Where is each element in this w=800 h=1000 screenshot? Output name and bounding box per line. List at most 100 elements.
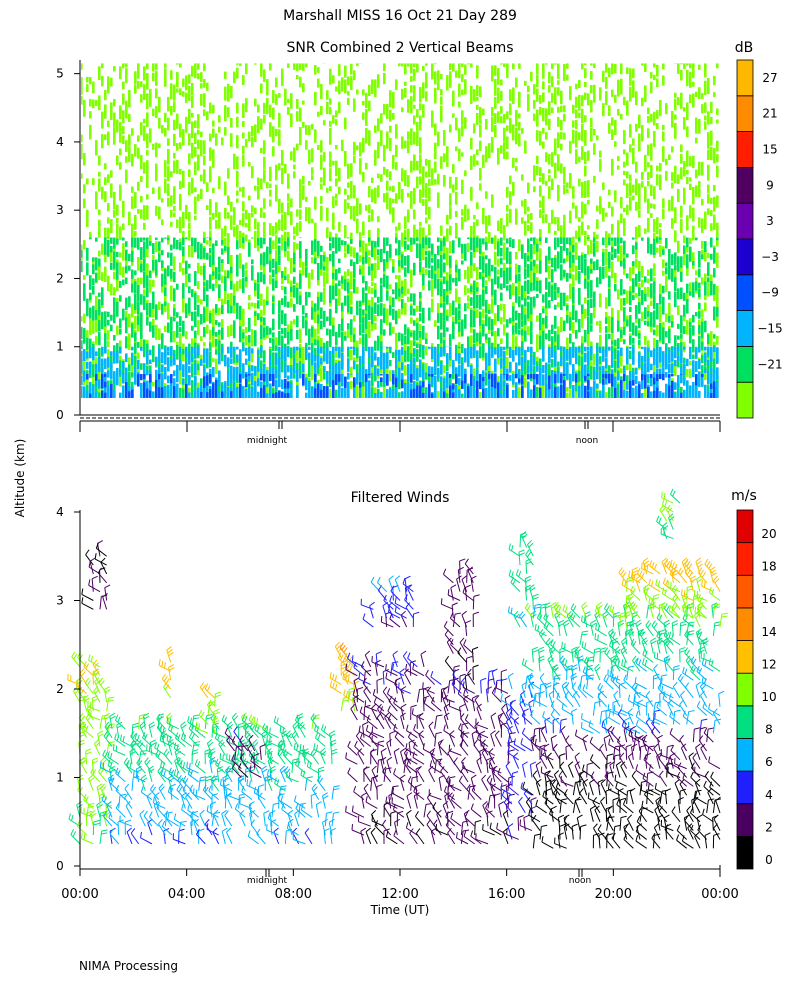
snr-cell — [476, 350, 479, 367]
snr-cell — [452, 90, 455, 107]
snr-cell — [101, 352, 104, 357]
snr-cell — [188, 273, 191, 283]
wind-barb — [221, 809, 227, 827]
snr-cell — [683, 346, 686, 350]
snr-cell — [398, 349, 401, 362]
snr-cell — [692, 252, 695, 269]
wind-barb — [102, 593, 108, 610]
wind-barb — [286, 822, 299, 836]
snr-cell — [158, 387, 161, 398]
snr-cell — [431, 298, 434, 313]
snr-cell — [509, 208, 512, 223]
snr-cell — [188, 366, 191, 373]
snr-cell — [548, 85, 551, 93]
snr-cell — [338, 258, 341, 263]
snr-cell — [365, 92, 368, 109]
snr-cell — [452, 321, 455, 340]
snr-cell — [185, 383, 188, 398]
snr-cell — [419, 168, 422, 174]
snr-cell — [578, 287, 581, 305]
snr-cell — [509, 374, 512, 381]
snr-cell — [107, 76, 110, 94]
snr-cell — [581, 304, 584, 314]
snr-cell — [98, 292, 101, 297]
snr-cell — [563, 269, 566, 277]
snr-cell — [275, 184, 278, 202]
snr-cell — [674, 335, 677, 347]
snr-cell — [368, 250, 371, 256]
snr-cell — [578, 355, 581, 366]
snr-cell — [704, 294, 707, 301]
snr-cell — [566, 63, 569, 69]
snr-cell — [416, 305, 419, 312]
snr-cell — [449, 241, 452, 254]
snr-cell — [344, 150, 347, 167]
snr-cell — [371, 354, 374, 368]
snr-cell — [464, 303, 467, 312]
snr-cell — [701, 198, 704, 206]
snr-cell — [656, 165, 659, 172]
snr-cell — [275, 380, 278, 390]
snr-cell — [86, 209, 89, 227]
snr-cell — [389, 284, 392, 289]
snr-cell — [179, 123, 182, 138]
snr-cell — [449, 263, 452, 280]
snr-cell — [701, 321, 704, 339]
snr-cell — [287, 301, 290, 308]
snr-cell — [425, 346, 428, 356]
snr-cell — [299, 241, 302, 259]
snr-cell — [326, 256, 329, 273]
snr-cell — [626, 347, 629, 365]
snr-cell — [449, 63, 452, 71]
wind-barb — [285, 730, 293, 747]
snr-cell — [155, 259, 158, 276]
snr-cell — [500, 257, 503, 265]
wind-barb — [82, 694, 90, 712]
snr-cell — [302, 121, 305, 128]
snr-cell — [443, 174, 446, 187]
snr-cell — [155, 70, 158, 86]
wind-barb — [250, 755, 262, 770]
snr-cell — [710, 331, 713, 347]
snr-cell — [422, 344, 425, 359]
snr-cell — [653, 390, 656, 398]
snr-cell — [410, 63, 413, 74]
snr-cell — [614, 141, 617, 147]
snr-cell — [281, 272, 284, 285]
snr-cell — [680, 335, 683, 347]
snr-cell — [494, 330, 497, 347]
snr-cell — [236, 240, 239, 250]
snr-cell — [644, 362, 647, 370]
snr-cell — [194, 347, 197, 359]
snr-cell — [689, 385, 692, 398]
snr-cell — [131, 237, 134, 248]
snr-cell — [593, 242, 596, 257]
snr-cell — [332, 251, 335, 267]
snr-cell — [446, 315, 449, 321]
snr-cell — [182, 78, 185, 87]
wind-barb — [224, 810, 233, 827]
wind-barb — [347, 767, 358, 783]
snr-y-tick-label: 3 — [56, 203, 64, 217]
snr-cell — [497, 347, 500, 359]
snr-cell — [107, 227, 110, 239]
snr-cell — [695, 361, 698, 373]
snr-cell — [395, 282, 398, 300]
snr-cell — [575, 242, 578, 261]
wind-barb — [81, 597, 94, 610]
snr-cell — [560, 264, 563, 281]
snr-cell — [689, 183, 692, 191]
snr-cell — [548, 257, 551, 265]
snr-cell — [278, 129, 281, 146]
wind-barb — [239, 735, 249, 752]
wind-barb — [253, 786, 266, 801]
snr-cell — [611, 317, 614, 333]
snr-cell — [359, 245, 362, 253]
snr-colorbar-label: 21 — [762, 107, 777, 121]
snr-cell — [569, 172, 572, 189]
snr-cell — [575, 119, 578, 130]
snr-cell — [164, 127, 167, 137]
snr-cell — [695, 169, 698, 179]
snr-cell — [563, 166, 566, 184]
snr-cell — [716, 239, 719, 247]
